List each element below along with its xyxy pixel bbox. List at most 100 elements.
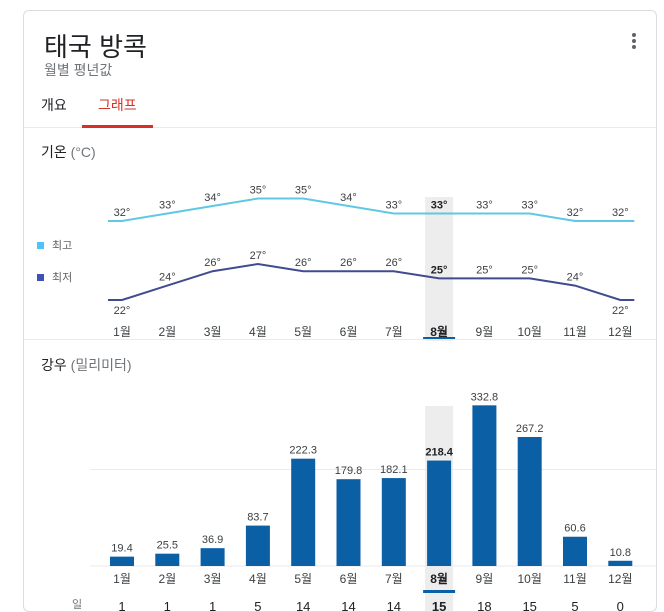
temperature-title: 기온 [41, 144, 67, 160]
low-temp-label: 25° [431, 264, 448, 276]
selected-month-indicator [423, 590, 456, 593]
high-temp-label: 33° [431, 200, 448, 212]
rain-value-label: 25.5 [157, 540, 178, 552]
rain-days-value: 14 [341, 599, 355, 612]
rain-unit: (밀리미터) [70, 357, 132, 373]
rain-bar[interactable] [563, 536, 587, 566]
low-temp-label: 24° [159, 272, 176, 284]
rain-value-label: 10.8 [610, 547, 631, 559]
high-temp-label: 35° [250, 185, 267, 197]
high-temp-label: 33° [385, 200, 402, 212]
rain-bar[interactable] [245, 525, 270, 566]
month-label[interactable]: 8월 [430, 324, 448, 339]
low-temp-line [108, 262, 635, 301]
rain-title: 강우 [41, 357, 67, 373]
high-temp-label: 32° [567, 207, 584, 219]
weather-card: 태국 방콕 월별 평년값 개요 그래프 기온 (°C) 최고 최저 32° 33° 34… [23, 10, 657, 612]
rain-value-label: 267.2 [516, 423, 544, 435]
rain-value-label: 60.6 [564, 523, 585, 535]
rain-days-label: 일 [72, 597, 82, 611]
tab-overview[interactable]: 개요 [41, 97, 67, 113]
high-temp-label: 33° [159, 200, 176, 212]
month-label[interactable]: 2월 [158, 572, 176, 586]
month-label[interactable]: 11월 [563, 572, 587, 586]
active-tab-indicator [82, 125, 153, 128]
legend-swatch-low [37, 274, 44, 281]
month-label[interactable]: 1월 [113, 572, 131, 586]
selected-month-indicator [423, 337, 456, 340]
rain-days-value: 1 [209, 599, 216, 612]
more-options-icon[interactable] [630, 31, 638, 51]
month-label[interactable]: 6월 [340, 572, 358, 586]
rain-days-value: 15 [522, 599, 536, 612]
rain-bar[interactable] [200, 548, 225, 566]
month-label[interactable]: 12월 [608, 572, 632, 586]
rain-value-label: 36.9 [202, 534, 223, 546]
month-label[interactable]: 3월 [204, 325, 222, 339]
month-label[interactable]: 8월 [430, 571, 448, 586]
high-temp-label: 33° [476, 200, 493, 212]
month-label[interactable]: 1월 [113, 325, 131, 339]
rain-bar[interactable] [517, 436, 542, 566]
rain-days-value: 15 [432, 599, 446, 612]
high-temp-label: 32° [114, 207, 131, 219]
month-label[interactable]: 10월 [518, 572, 542, 586]
rain-value-label: 19.4 [111, 543, 132, 555]
month-label[interactable]: 9월 [476, 325, 494, 339]
month-label[interactable]: 10월 [518, 325, 542, 339]
rain-bar[interactable] [336, 479, 361, 566]
rain-bar[interactable] [608, 560, 633, 566]
tab-graph[interactable]: 그래프 [98, 97, 137, 113]
rain-days-value: 0 [617, 599, 624, 612]
rain-value-label: 182.1 [380, 464, 408, 476]
low-temp-label: 27° [250, 250, 267, 262]
rain-value-label: 218.4 [425, 447, 453, 459]
rain-bar[interactable] [110, 556, 134, 566]
rain-bar[interactable] [427, 460, 452, 566]
month-label[interactable]: 3월 [204, 572, 222, 586]
rain-days-value: 5 [254, 599, 261, 612]
month-label[interactable]: 7월 [385, 325, 403, 339]
rain-value-label: 83.7 [247, 512, 268, 524]
low-temp-label: 22° [612, 305, 629, 317]
page-title: 태국 방콕 [44, 32, 147, 62]
month-label[interactable]: 5월 [294, 325, 312, 339]
month-label[interactable]: 9월 [476, 572, 494, 586]
rain-section-title: 강우 (밀리미터) [41, 355, 132, 375]
rain-value-label: 222.3 [289, 445, 317, 457]
selected-month-highlight [425, 197, 454, 341]
low-temp-label: 26° [385, 257, 402, 269]
month-label[interactable]: 6월 [340, 325, 358, 339]
high-temp-label: 33° [521, 200, 538, 212]
page-subtitle: 월별 평년값 [44, 62, 113, 78]
rain-bar[interactable] [291, 458, 316, 566]
rain-chart: 19.4 25.5 36.9 83.7 222.3 179.8 182.1 218.4 332.… [72, 391, 656, 612]
low-temp-label: 26° [295, 257, 312, 269]
high-temp-label: 35° [295, 185, 312, 197]
month-label[interactable]: 2월 [158, 325, 176, 339]
month-label[interactable]: 7월 [385, 572, 403, 586]
rain-days-value: 14 [387, 599, 401, 612]
high-temp-label: 32° [612, 207, 629, 219]
month-label[interactable]: 4월 [249, 325, 267, 339]
low-temp-label: 26° [204, 257, 221, 269]
rain-days-value: 18 [477, 599, 491, 612]
low-temp-label: 26° [340, 257, 357, 269]
temperature-section-title: 기온 (°C) [41, 142, 96, 162]
temperature-unit: (°C) [70, 144, 96, 160]
low-temp-label: 25° [521, 264, 538, 276]
month-label[interactable]: 11월 [563, 325, 587, 339]
low-temp-label: 25° [476, 264, 493, 276]
month-label[interactable]: 5월 [294, 572, 312, 586]
high-temp-label: 34° [340, 192, 357, 204]
month-label[interactable]: 12월 [608, 325, 632, 339]
legend-swatch-high [37, 242, 44, 249]
rain-value-label: 179.8 [335, 465, 363, 477]
rain-bar[interactable] [155, 553, 180, 566]
rain-days-value: 1 [164, 599, 171, 612]
rain-bar[interactable] [381, 478, 406, 566]
rain-bar[interactable] [472, 405, 497, 566]
tab-bar: 개요 그래프 [24, 89, 656, 128]
month-label[interactable]: 4월 [249, 572, 267, 586]
